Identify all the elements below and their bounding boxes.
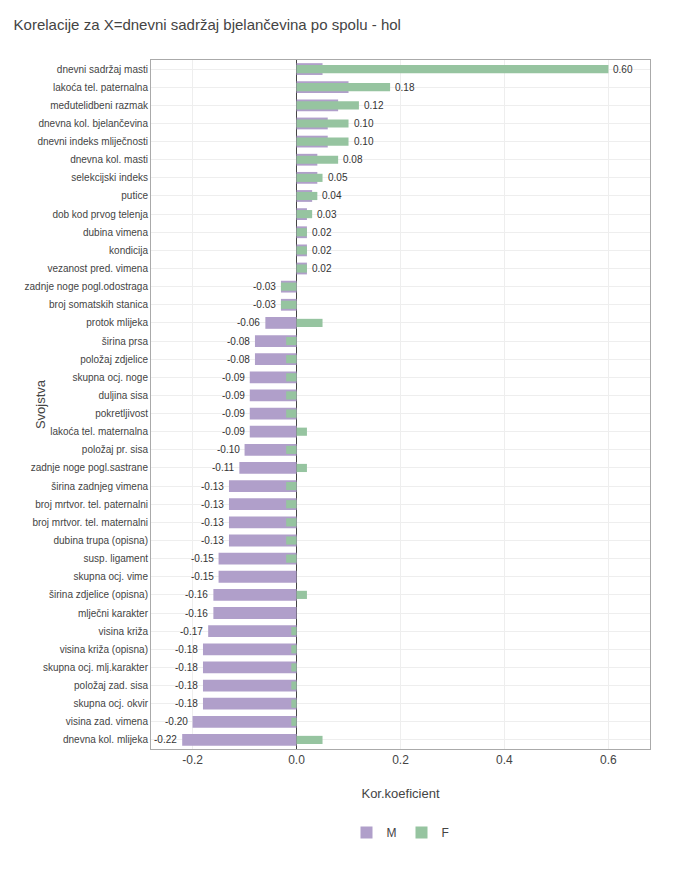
svg-text:pokretljivost: pokretljivost (95, 408, 148, 419)
svg-text:-0.13: -0.13 (201, 517, 224, 528)
svg-text:dubina trupa (opisna): dubina trupa (opisna) (53, 535, 148, 546)
svg-text:-0.17: -0.17 (180, 626, 203, 637)
svg-text:0.05: 0.05 (328, 172, 348, 183)
svg-text:dob kod prvog telenja: dob kod prvog telenja (52, 209, 148, 220)
svg-text:-0.18: -0.18 (175, 698, 198, 709)
svg-text:-0.15: -0.15 (191, 553, 214, 564)
svg-text:dnevna kol. bjelančevina: dnevna kol. bjelančevina (38, 118, 148, 129)
svg-text:-0.10: -0.10 (217, 444, 240, 455)
svg-text:protok mlijeka: protok mlijeka (86, 317, 148, 328)
svg-text:0.04: 0.04 (322, 190, 342, 201)
svg-text:0.6: 0.6 (600, 753, 617, 767)
svg-text:0.4: 0.4 (496, 753, 513, 767)
svg-text:0.12: 0.12 (364, 100, 384, 111)
svg-text:-0.13: -0.13 (201, 499, 224, 510)
svg-text:visina križa (opisna): visina križa (opisna) (60, 644, 148, 655)
svg-text:0.60: 0.60 (613, 64, 633, 75)
svg-text:-0.09: -0.09 (222, 390, 245, 401)
svg-text:0.02: 0.02 (312, 227, 332, 238)
svg-text:M: M (387, 826, 397, 840)
svg-text:dnevna kol. masti: dnevna kol. masti (70, 154, 148, 165)
svg-text:susp. ligament: susp. ligament (84, 553, 149, 564)
svg-text:-0.2: -0.2 (182, 753, 203, 767)
svg-text:0.18: 0.18 (395, 82, 415, 93)
svg-text:0.02: 0.02 (312, 263, 332, 274)
svg-text:-0.09: -0.09 (222, 372, 245, 383)
svg-text:-0.13: -0.13 (201, 481, 224, 492)
svg-text:duljina sisa: duljina sisa (99, 390, 149, 401)
svg-text:mlječni karakter: mlječni karakter (78, 608, 149, 619)
svg-text:-0.08: -0.08 (227, 354, 250, 365)
svg-text:visina zad. vimena: visina zad. vimena (66, 716, 149, 727)
svg-text:-0.09: -0.09 (222, 426, 245, 437)
svg-text:zadnje noge pogl.sastrane: zadnje noge pogl.sastrane (31, 462, 149, 473)
svg-text:širina prsa: širina prsa (102, 336, 149, 347)
svg-text:lakoća tel. maternalna: lakoća tel. maternalna (50, 426, 148, 437)
svg-text:visina križa: visina križa (99, 626, 149, 637)
svg-text:F: F (442, 826, 449, 840)
svg-text:-0.18: -0.18 (175, 662, 198, 673)
svg-text:skupna ocj. noge: skupna ocj. noge (72, 372, 148, 383)
svg-text:-0.22: -0.22 (154, 734, 177, 745)
svg-text:kondicija: kondicija (109, 245, 148, 256)
svg-text:broj mrtvor. tel. maternalni: broj mrtvor. tel. maternalni (32, 517, 148, 528)
svg-text:vezanost pred. vimena: vezanost pred. vimena (47, 263, 148, 274)
svg-text:Kor.koeficient: Kor.koeficient (361, 786, 439, 801)
svg-text:-0.11: -0.11 (212, 462, 234, 473)
svg-text:0.03: 0.03 (317, 209, 337, 220)
svg-text:selekcijski indeks: selekcijski indeks (71, 172, 148, 183)
svg-text:dubina vimena: dubina vimena (83, 227, 148, 238)
svg-text:lakoća tel. paternalna: lakoća tel. paternalna (53, 82, 149, 93)
svg-text:-0.13: -0.13 (201, 535, 224, 546)
svg-text:-0.20: -0.20 (165, 716, 188, 727)
svg-text:skupna ocj. vime: skupna ocj. vime (74, 571, 149, 582)
svg-text:širina zdjelice (opisna): širina zdjelice (opisna) (49, 589, 148, 600)
svg-text:skupna ocj. okvir: skupna ocj. okvir (74, 698, 149, 709)
svg-text:Korelacije za X=dnevni sadržaj: Korelacije za X=dnevni sadržaj bjelančev… (14, 16, 401, 33)
svg-text:broj mrtvor. tel. paternalni: broj mrtvor. tel. paternalni (35, 499, 148, 510)
svg-text:-0.09: -0.09 (222, 408, 245, 419)
svg-text:položaj pr. sisa: položaj pr. sisa (82, 444, 149, 455)
svg-text:-0.18: -0.18 (175, 644, 198, 655)
svg-text:dnevna kol. mlijeka: dnevna kol. mlijeka (63, 734, 148, 745)
svg-text:putice: putice (121, 190, 148, 201)
svg-text:0.02: 0.02 (312, 245, 332, 256)
svg-text:broj somatskih stanica: broj somatskih stanica (49, 299, 148, 310)
svg-text:0.2: 0.2 (392, 753, 409, 767)
svg-text:međutelidbeni razmak: međutelidbeni razmak (50, 100, 149, 111)
svg-text:skupna ocj. mlj.karakter: skupna ocj. mlj.karakter (43, 662, 149, 673)
svg-text:-0.18: -0.18 (175, 680, 198, 691)
svg-text:Svojstva: Svojstva (33, 379, 48, 429)
svg-text:-0.16: -0.16 (185, 589, 208, 600)
svg-text:položaj zad. sisa: položaj zad. sisa (74, 680, 148, 691)
svg-text:dnevni indeks mliječnosti: dnevni indeks mliječnosti (37, 136, 148, 147)
svg-text:-0.15: -0.15 (191, 571, 214, 582)
svg-text:-0.08: -0.08 (227, 336, 250, 347)
svg-text:0.10: 0.10 (354, 118, 374, 129)
svg-text:-0.06: -0.06 (237, 317, 260, 328)
svg-text:0.0: 0.0 (288, 753, 305, 767)
svg-text:zadnje noge pogl.odostraga: zadnje noge pogl.odostraga (25, 281, 149, 292)
svg-text:širina zadnjeg vimena: širina zadnjeg vimena (51, 481, 148, 492)
svg-text:0.10: 0.10 (354, 136, 374, 147)
svg-text:dnevni sadržaj masti: dnevni sadržaj masti (57, 64, 148, 75)
svg-text:-0.16: -0.16 (185, 608, 208, 619)
svg-text:-0.03: -0.03 (253, 281, 276, 292)
svg-text:-0.03: -0.03 (253, 299, 276, 310)
svg-text:položaj zdjelice: položaj zdjelice (80, 354, 148, 365)
svg-text:0.08: 0.08 (343, 154, 363, 165)
